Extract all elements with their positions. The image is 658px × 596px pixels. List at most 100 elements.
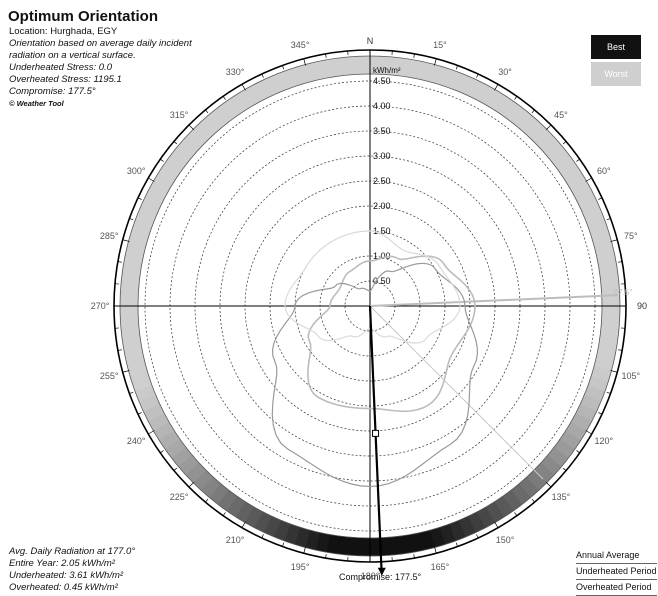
radial-tick-label: 2.50 [373, 176, 391, 186]
angle-tick [563, 141, 566, 144]
worst-pointer [370, 295, 618, 306]
angle-label: 105° [621, 371, 640, 381]
angle-tick [515, 96, 517, 99]
angle-tick [546, 125, 551, 130]
radiation-stats: Avg. Daily Radiation at 177.0° Entire Ye… [9, 546, 135, 594]
worst-angle-label: 87.5° [614, 288, 633, 297]
angle-tick [174, 141, 177, 144]
angle-tick [515, 512, 517, 515]
stats-underheated: Underheated: 3.61 kWh/m² [9, 570, 135, 582]
angle-tick [148, 178, 154, 182]
ring-segment [120, 295, 138, 306]
radial-tick-label: 4.50 [373, 76, 391, 86]
period-legend-annual: Annual Average [576, 548, 657, 564]
east-label: 90 [637, 301, 647, 311]
angle-label: 285° [100, 231, 119, 241]
angle-label: 135° [552, 492, 571, 502]
angle-tick [495, 84, 499, 90]
angle-label: 225° [170, 492, 189, 502]
ring-segment [120, 284, 139, 296]
angle-label: 255° [100, 371, 119, 381]
period-legend-overheated: Overheated Period [576, 580, 657, 596]
angle-tick [532, 110, 535, 113]
radial-tick-label: 2.00 [373, 201, 391, 211]
legend-worst: Worst [591, 62, 641, 86]
angle-tick [160, 451, 163, 453]
angle-tick [262, 534, 264, 538]
angle-tick [160, 159, 163, 161]
location-label: Location: Hurghada, EGY [9, 26, 209, 38]
angle-tick [138, 198, 142, 200]
ring-segment [120, 306, 138, 317]
series-line-1 [272, 263, 477, 486]
angle-tick [189, 125, 194, 130]
ring-segment [348, 537, 360, 556]
angle-label: 15° [433, 40, 447, 50]
angle-label: 270° [91, 301, 110, 311]
angle-tick [189, 482, 194, 487]
angle-label: 45° [554, 110, 568, 120]
angle-label: 300° [127, 166, 146, 176]
angle-tick [546, 482, 551, 487]
compromise-label: Compromise: 177.5° [339, 572, 421, 582]
radial-unit-label: kWh/m² [373, 66, 401, 75]
angle-tick [138, 412, 142, 414]
angle-tick [598, 412, 602, 414]
stats-heading: Avg. Daily Radiation at 177.0° [9, 546, 135, 558]
period-legend-underheated: Underheated Period [576, 564, 657, 580]
credit-label: © Weather Tool [9, 98, 209, 110]
angle-tick [576, 159, 579, 161]
description-line-2: radiation on a vertical surface. [9, 50, 209, 62]
angle-tick [586, 178, 592, 182]
angle-tick [598, 198, 602, 200]
angle-tick [205, 499, 208, 502]
angle-label: 150° [496, 535, 515, 545]
angle-tick [242, 84, 246, 90]
angle-label: 330° [226, 67, 245, 77]
angle-label: 210° [226, 535, 245, 545]
angle-label: 195° [291, 562, 310, 572]
compromise-pointer [370, 306, 382, 570]
angle-label: 30° [498, 67, 512, 77]
angle-tick [262, 74, 264, 78]
radial-tick-label: 4.00 [373, 101, 391, 111]
compromise-value: Compromise: 177.5° [9, 86, 209, 98]
angle-tick [563, 468, 566, 471]
angle-label: 60° [597, 166, 611, 176]
page-title: Optimum Orientation [8, 8, 158, 25]
angle-tick [476, 74, 478, 78]
ring-segment [601, 316, 620, 328]
angle-label: 240° [127, 436, 146, 446]
period-legend: Annual Average Underheated Period Overhe… [576, 548, 657, 596]
angle-tick [532, 499, 535, 502]
north-label: N [367, 36, 374, 46]
stats-overheated: Overheated: 0.45 kWh/m² [9, 582, 135, 594]
overheated-stress: Overheated Stress: 1195.1 [9, 74, 209, 86]
legend-best: Best [591, 35, 641, 59]
angle-label: 120° [595, 436, 614, 446]
description-line-1: Orientation based on average daily incid… [9, 38, 209, 50]
angle-tick [586, 431, 592, 435]
angle-tick [148, 431, 154, 435]
angle-tick [242, 522, 246, 528]
angle-tick [223, 96, 225, 99]
stats-entire-year: Entire Year: 2.05 kWh/m² [9, 558, 135, 570]
angle-label: 345° [291, 40, 310, 50]
ring-segment [359, 538, 370, 556]
angle-label: 315° [170, 110, 189, 120]
radial-tick-label: 3.00 [373, 151, 391, 161]
angle-tick [223, 512, 225, 515]
ring-segment [359, 56, 370, 74]
series-line-0 [308, 256, 475, 411]
radial-tick-label: 3.50 [373, 126, 391, 136]
angle-tick [495, 522, 499, 528]
ring-segment [602, 306, 620, 317]
angle-tick [576, 451, 579, 453]
angle-tick [476, 534, 478, 538]
overheated-pointer [370, 306, 543, 479]
underheated-stress: Underheated Stress: 0.0 [9, 62, 209, 74]
angle-label: 75° [624, 231, 638, 241]
ring-segment [348, 56, 360, 75]
compromise-marker [373, 430, 379, 436]
angle-tick [205, 110, 208, 113]
